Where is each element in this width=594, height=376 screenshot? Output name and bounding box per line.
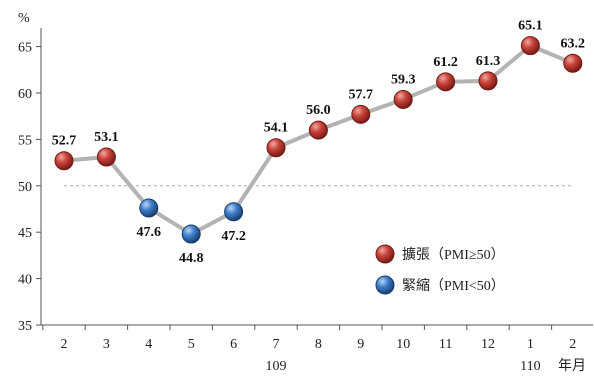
data-point-contraction <box>224 202 244 222</box>
data-point-expansion <box>436 72 456 92</box>
data-label: 44.8 <box>179 251 204 266</box>
data-label: 53.1 <box>94 130 119 145</box>
data-point-expansion <box>96 147 116 167</box>
legend-contraction-marker <box>375 275 395 295</box>
data-label: 57.7 <box>349 87 374 102</box>
data-point-expansion <box>54 151 74 171</box>
x-tick-label: 2 <box>569 337 576 352</box>
year-label-109: 109 <box>266 359 287 374</box>
y-tick-label: 65 <box>18 41 32 56</box>
data-label: 61.3 <box>476 54 501 69</box>
x-tick-label: 9 <box>357 337 364 352</box>
data-label: 47.6 <box>137 225 162 240</box>
legend: 擴張（PMI≥50） 緊縮（PMI<50） <box>375 244 505 295</box>
y-tick-labels-group: 35 40 45 50 55 60 65 <box>18 41 32 334</box>
data-point-expansion <box>393 89 413 109</box>
y-axis-unit: % <box>18 11 30 26</box>
data-point-expansion <box>563 53 583 73</box>
y-tick-label: 50 <box>18 180 32 195</box>
x-tick-label: 11 <box>439 337 452 352</box>
legend-expansion-marker <box>375 244 395 264</box>
data-point-expansion <box>351 104 371 124</box>
x-tick-label: 12 <box>481 337 495 352</box>
y-tick-label: 40 <box>18 273 32 288</box>
y-tick-label: 45 <box>18 226 32 241</box>
x-tick-label: 10 <box>396 337 410 352</box>
data-label: 52.7 <box>52 134 77 149</box>
x-tick-label: 3 <box>103 337 110 352</box>
legend-contraction-label: 緊縮（PMI<50） <box>402 278 505 294</box>
data-label: 63.2 <box>561 36 586 51</box>
data-label: 54.1 <box>264 121 289 136</box>
axes <box>36 28 593 330</box>
data-point-expansion <box>520 36 540 56</box>
y-tick-label: 60 <box>18 87 32 102</box>
data-label: 61.2 <box>433 55 458 70</box>
data-point-expansion <box>266 138 286 158</box>
data-label: 47.2 <box>221 229 246 244</box>
data-point-contraction <box>139 198 159 218</box>
data-point-expansion <box>308 120 328 140</box>
y-tick-label: 35 <box>18 319 32 334</box>
x-tick-label: 4 <box>145 337 152 352</box>
year-label-110: 110 <box>520 359 540 374</box>
data-points-group <box>54 36 583 244</box>
data-label: 56.0 <box>306 103 331 118</box>
x-tick-labels-group: 2 3 4 5 6 7 8 9 10 11 12 1 2 <box>61 337 577 352</box>
y-tick-label: 55 <box>18 133 32 148</box>
data-point-expansion <box>478 71 498 91</box>
x-tick-label: 8 <box>315 337 322 352</box>
x-tick-label: 1 <box>527 337 534 352</box>
x-tick-label: 5 <box>188 337 195 352</box>
x-tick-label: 7 <box>273 337 280 352</box>
x-tick-label: 6 <box>230 337 237 352</box>
x-tick-label: 2 <box>61 337 68 352</box>
data-label: 65.1 <box>518 19 543 34</box>
x-axis-unit: 年月 <box>558 358 586 374</box>
data-label: 59.3 <box>391 72 416 87</box>
data-labels-group: 52.7 53.1 47.6 44.8 47.2 54.1 56.0 57.7 59.3 61.2… <box>52 19 585 266</box>
legend-expansion-label: 擴張（PMI≥50） <box>402 246 505 263</box>
data-point-contraction <box>181 224 201 244</box>
